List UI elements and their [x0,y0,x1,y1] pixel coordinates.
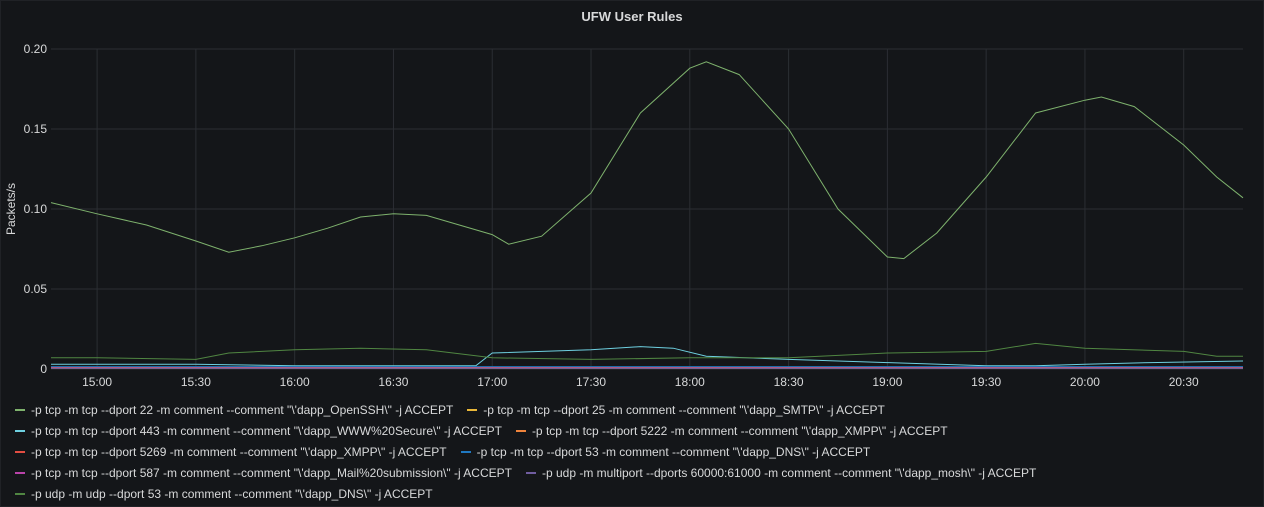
legend-item[interactable]: -p tcp -m tcp --dport 5222 -m comment --… [515,423,948,438]
x-tick-label: 20:30 [1169,375,1199,389]
series-line-1 [50,61,1244,260]
legend-swatch [15,429,25,432]
legend-item[interactable]: -p udp -m multiport --dports 60000:61000… [525,465,1037,480]
x-tick-label: 20:00 [1070,375,1100,389]
y-tick-label: 0.20 [24,42,48,56]
legend-item[interactable]: -p tcp -m tcp --dport 443 -m comment --c… [15,424,502,438]
legend-label: -p udp -m udp --dport 53 -m comment --co… [31,486,433,501]
y-tick-label: 0.05 [24,282,48,296]
legend-row: -p udp -m udp --dport 53 -m comment --co… [15,483,1255,504]
y-tick-label: 0.10 [24,202,48,216]
legend-label: -p tcp -m tcp --dport 587 -m comment --c… [31,465,512,480]
legend-swatch [15,492,25,495]
legend-swatch [15,408,25,411]
series-line-9 [51,342,1243,360]
line-chart: 0 0.05 0.10 0.15 0.20 15:00 15:30 16:00 16:30 17:… [4,42,1244,389]
legend-label: -p tcp -m tcp --dport 5269 -m comment --… [31,444,447,459]
legend-row: -p tcp -m tcp --dport 22 -m comment --co… [15,399,1255,420]
legend-item[interactable]: -p tcp -m tcp --dport 25 -m comment --co… [467,403,885,417]
x-tick-label: 16:30 [378,375,408,389]
x-tick-label: 17:30 [576,375,606,389]
legend-item[interactable]: -p tcp -m tcp --dport 22 -m comment --co… [15,403,453,417]
legend-swatch [15,471,25,474]
x-tick-label: 19:00 [872,375,902,389]
legend-row: -p tcp -m tcp --dport 443 -m comment --c… [15,420,1255,441]
x-tick-label: 19:30 [971,375,1001,389]
x-tick-label: 17:00 [477,375,507,389]
legend-label: -p udp -m multiport --dports 60000:61000… [541,465,1037,480]
legend-swatch [525,471,536,474]
legend-label: -p tcp -m tcp --dport 22 -m comment --co… [31,402,454,417]
legend-swatch [515,429,526,432]
legend-label: -p tcp -m tcp --dport 25 -m comment --co… [483,402,885,417]
legend-item[interactable]: -p tcp -m tcp --dport 587 -m comment --c… [15,466,512,480]
legend-row: -p tcp -m tcp --dport 587 -m comment --c… [15,462,1255,483]
y-tick-label: 0.15 [24,122,48,136]
x-tick-label: 16:00 [280,375,310,389]
legend-item[interactable]: -p tcp -m tcp --dport 53 -m comment --co… [460,444,871,459]
legend-row: -p tcp -m tcp --dport 5269 -m comment --… [15,441,1255,462]
x-tick-label: 15:00 [82,375,112,389]
x-tick-label: 18:30 [774,375,804,389]
y-axis-label: Packets/s [4,183,18,235]
legend-swatch [15,450,25,453]
y-tick-label: 0 [40,362,47,376]
legend-swatch [460,450,471,453]
series-line-3 [51,346,1244,367]
legend-item[interactable]: -p tcp -m tcp --dport 5269 -m comment --… [15,445,447,459]
legend-label: -p tcp -m tcp --dport 5222 -m comment --… [531,423,948,438]
x-tick-label: 15:30 [181,375,211,389]
legend-label: -p tcp -m tcp --dport 53 -m comment --co… [476,444,871,459]
legend-item[interactable]: -p udp -m udp --dport 53 -m comment --co… [15,487,433,501]
chart-legend: -p tcp -m tcp --dport 22 -m comment --co… [15,399,1255,504]
legend-swatch [467,408,478,411]
chart-title: UFW User Rules [581,9,683,24]
x-tick-label: 18:00 [675,375,705,389]
legend-label: -p tcp -m tcp --dport 443 -m comment --c… [31,423,502,438]
